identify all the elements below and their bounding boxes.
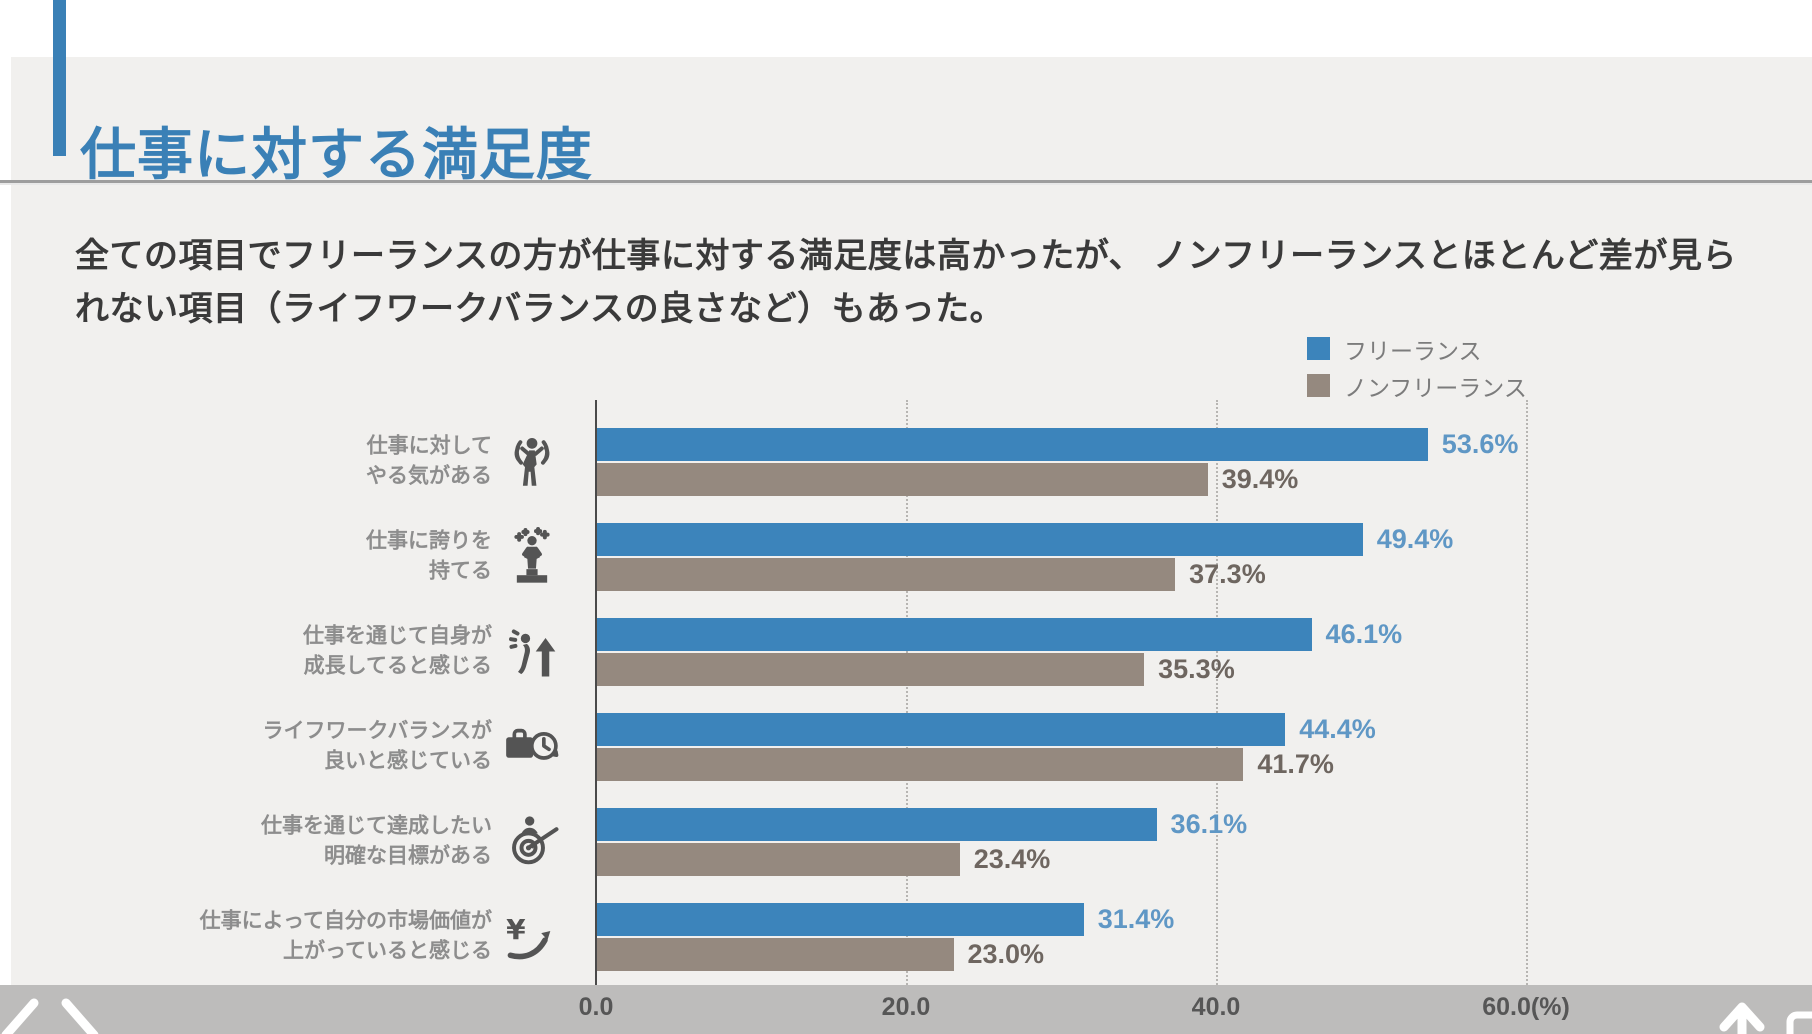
legend-label: フリーランス bbox=[1344, 337, 1482, 364]
page-nav-arrows bbox=[0, 979, 120, 1034]
category-label-line: 仕事を通じて達成したい bbox=[261, 814, 492, 838]
category-label-line: 持てる bbox=[429, 560, 492, 583]
category-label-line: 仕事によって自分の市場価値が bbox=[199, 909, 492, 933]
bar-nonfreelance bbox=[597, 558, 1176, 591]
bar-freelance bbox=[597, 903, 1084, 936]
category-label-line: 成長してると感じる bbox=[303, 655, 492, 678]
goal-icon bbox=[502, 809, 562, 875]
title-separator bbox=[0, 180, 1812, 185]
growth-icon bbox=[502, 619, 562, 685]
x-axis-tick-label: 60.0(%) bbox=[1482, 993, 1570, 1021]
bar-value-label: 53.6% bbox=[1441, 429, 1519, 459]
market-value-icon: ¥ bbox=[502, 904, 562, 970]
legend-item: ノンフリーランス bbox=[1307, 367, 1527, 404]
category-label-line: 上がっていると感じる bbox=[283, 940, 492, 963]
scroll-top-icon[interactable] bbox=[1702, 979, 1812, 1034]
bar-nonfreelance bbox=[597, 938, 954, 971]
bar-value-label: 23.0% bbox=[967, 939, 1045, 969]
chart-row: 仕事に誇りを持てる 49.4% 37.3% bbox=[0, 523, 1812, 591]
chart-row: ライフワークバランスが良いと感じている 44.4% 41.7% bbox=[0, 713, 1812, 781]
category-label-line: 仕事を通じて自身が bbox=[303, 624, 492, 648]
bar-freelance bbox=[597, 428, 1428, 461]
bar-freelance bbox=[597, 808, 1157, 841]
x-axis-tick-label: 0.0 bbox=[578, 993, 614, 1021]
category-label-line: やる気がある bbox=[366, 465, 492, 488]
bar-value-label: 44.4% bbox=[1299, 714, 1376, 744]
prev-page-icon bbox=[1, 998, 39, 1034]
category-label: 仕事によって自分の市場価値が上がっていると感じる bbox=[140, 907, 492, 968]
chart-row: 仕事を通じて自身が 成長してると感じる 46.1% 35.3% bbox=[0, 618, 1812, 686]
pride-icon bbox=[502, 524, 562, 590]
category-label-line: 良いと感じている bbox=[324, 750, 492, 773]
bar-value-label: 31.4% bbox=[1097, 904, 1175, 934]
category-label-line: 仕事に対して bbox=[366, 434, 492, 458]
gridline bbox=[906, 400, 908, 985]
bar-freelance bbox=[597, 618, 1312, 651]
bar-nonfreelance bbox=[597, 463, 1208, 496]
bar-value-label: 39.4% bbox=[1221, 464, 1299, 494]
legend-swatch bbox=[1307, 337, 1330, 360]
worklife-balance-icon bbox=[502, 714, 562, 780]
bar-freelance bbox=[597, 713, 1286, 746]
chart-legend: フリーランスノンフリーランス bbox=[1307, 330, 1527, 404]
bar-value-label: 35.3% bbox=[1158, 654, 1235, 684]
bar-freelance bbox=[597, 523, 1363, 556]
bar-value-label: 41.7% bbox=[1257, 749, 1334, 779]
category-label-line: 明確な目標がある bbox=[324, 845, 492, 868]
chart-row: 仕事に対して やる気がある 53.6% 39.4% bbox=[0, 428, 1812, 496]
x-axis-tick-label: 40.0 bbox=[1191, 993, 1241, 1021]
bar-value-label: 46.1% bbox=[1325, 619, 1403, 649]
bar-nonfreelance bbox=[597, 653, 1145, 686]
svg-text:¥: ¥ bbox=[506, 913, 526, 946]
y-axis-line bbox=[595, 400, 597, 985]
category-label: 仕事に誇りを持てる bbox=[140, 527, 492, 588]
chart-row: 仕事を通じて達成したい明確な目標がある 36.1% 23.4% bbox=[0, 808, 1812, 876]
bar-value-label: 37.3% bbox=[1189, 559, 1266, 589]
bar-nonfreelance bbox=[597, 843, 960, 876]
title-accent-bar bbox=[53, 0, 66, 156]
category-label: 仕事を通じて自身が 成長してると感じる bbox=[140, 622, 492, 683]
category-label: ライフワークバランスが良いと感じている bbox=[140, 717, 492, 778]
legend-swatch bbox=[1307, 374, 1330, 397]
category-label: 仕事に対して やる気がある bbox=[140, 432, 492, 493]
chart-row: 仕事によって自分の市場価値が上がっていると感じる ¥31.4% 23.0% bbox=[0, 903, 1812, 971]
legend-item: フリーランス bbox=[1307, 330, 1527, 367]
category-label-line: ライフワークバランスが bbox=[262, 719, 492, 743]
category-label: 仕事を通じて達成したい明確な目標がある bbox=[140, 812, 492, 873]
category-label-line: 仕事に誇りを bbox=[366, 529, 492, 553]
x-axis-band: 0.0 20.0 40.0 60.0(%) bbox=[0, 985, 1812, 1034]
x-axis-tick-label: 20.0 bbox=[881, 993, 931, 1021]
bar-value-label: 49.4% bbox=[1376, 524, 1454, 554]
subtitle-text: 全ての項目でフリーランスの方が仕事に対する満足度は高かったが、 ノンフリーランス… bbox=[75, 237, 1737, 328]
motivation-icon bbox=[502, 429, 562, 495]
bar-nonfreelance bbox=[597, 748, 1244, 781]
gridline bbox=[1526, 400, 1528, 985]
legend-label: ノンフリーランス bbox=[1344, 374, 1527, 401]
bar-value-label: 23.4% bbox=[973, 844, 1051, 874]
next-page-icon bbox=[61, 998, 99, 1034]
gridline bbox=[1216, 400, 1218, 985]
page-title: 仕事に対する満足度 bbox=[80, 122, 593, 186]
bar-value-label: 36.1% bbox=[1170, 809, 1248, 839]
